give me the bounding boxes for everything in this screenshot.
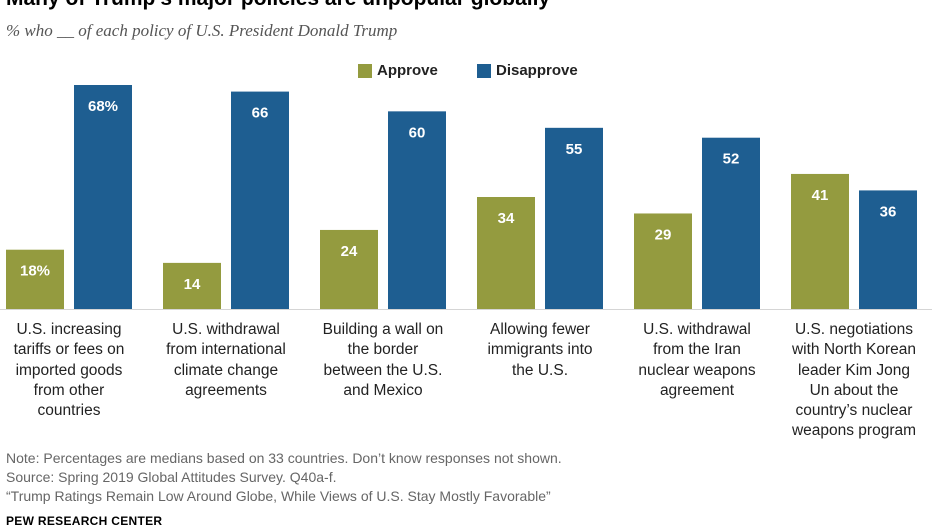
data-label-approve-2: 14: [184, 276, 201, 293]
bar-approve-3: [320, 229, 378, 309]
legend-label-disapprove: Disapprove: [496, 62, 578, 79]
bar-disapprove-4: [545, 127, 603, 309]
data-label-disapprove-1: 68%: [88, 98, 118, 115]
footer-report: “Trump Ratings Remain Low Around Globe, …: [6, 488, 551, 504]
data-label-disapprove-6: 36: [880, 203, 897, 220]
bar-chart: 18% 68% 14 66 24 60 34 55 29 52 41 36: [0, 85, 932, 310]
data-label-approve-6: 41: [812, 187, 829, 204]
data-label-disapprove-2: 66: [252, 105, 269, 122]
bar-approve-4: [477, 197, 535, 309]
data-label-disapprove-3: 60: [409, 124, 426, 141]
category-label-4: Allowing fewer immigrants into the U.S.: [487, 321, 593, 379]
legend-swatch-disapprove: [477, 63, 491, 78]
category-label-1: U.S. increasing tariffs or fees on importe…: [13, 321, 125, 420]
bar-disapprove-5: [702, 137, 760, 309]
data-label-disapprove-4: 55: [566, 141, 583, 158]
bar-approve-5: [634, 213, 692, 309]
legend-swatch-approve: [358, 63, 372, 78]
category-label-2: U.S. withdrawal from international climate…: [166, 321, 286, 399]
legend-label-approve: Approve: [377, 62, 438, 79]
chart-title: Many of Trump's major policies are unpop…: [6, 0, 550, 11]
data-label-disapprove-5: 52: [723, 151, 740, 168]
data-label-approve-3: 24: [341, 243, 358, 260]
bar-approve-2: [163, 262, 221, 309]
data-label-approve-5: 29: [655, 226, 672, 243]
category-label-5: U.S. withdrawal from the Iran nuclear weap…: [638, 321, 756, 399]
data-label-approve-4: 34: [498, 210, 515, 227]
bar-disapprove-2: [231, 91, 289, 310]
brand-logo: PEW RESEARCH CENTER: [6, 514, 163, 528]
footer-source: Source: Spring 2019 Global Attitudes Sur…: [6, 469, 337, 485]
category-label-3: Building a wall on the border between the …: [322, 321, 444, 399]
data-label-approve-1: 18%: [20, 263, 50, 280]
bar-disapprove-6: [859, 190, 917, 309]
footer-note: Note: Percentages are medians based on 3…: [6, 450, 562, 466]
bar-disapprove-1: [74, 85, 132, 309]
bar-approve-6: [791, 173, 849, 309]
bar-approve-1: [6, 249, 64, 309]
bar-disapprove-3: [388, 111, 446, 310]
chart-subtitle: % who __ of each policy of U.S. Presiden…: [6, 21, 398, 40]
category-label-6: U.S. negotiations with North Korean leader…: [791, 321, 917, 440]
legend-item-approve: Approve: [358, 62, 438, 79]
legend-item-disapprove: Disapprove: [477, 62, 578, 79]
